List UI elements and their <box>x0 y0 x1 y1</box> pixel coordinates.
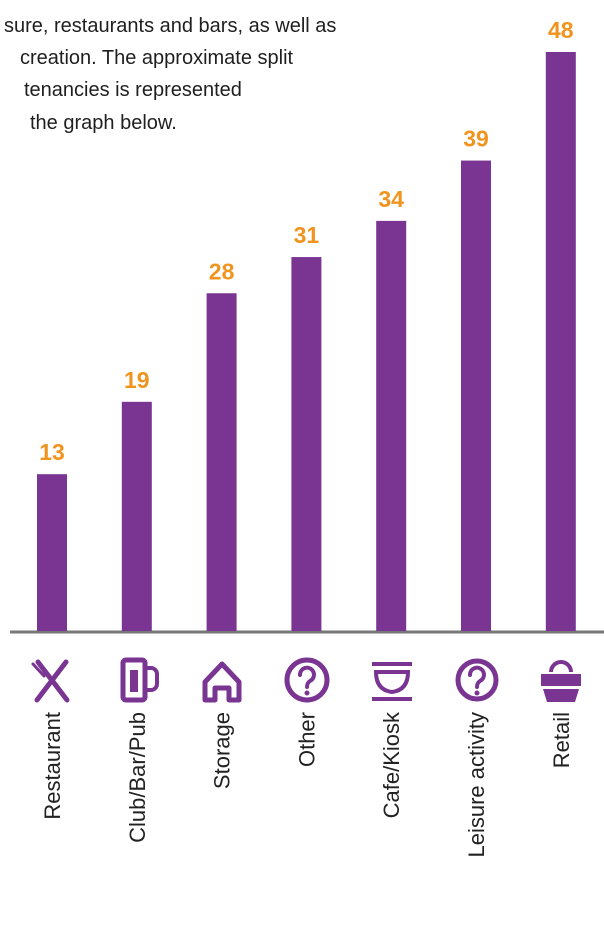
value-label: 34 <box>378 186 404 212</box>
icon-other <box>284 657 330 703</box>
icon-club <box>120 657 159 703</box>
category-label: Other <box>294 712 319 767</box>
value-label: 31 <box>294 222 320 248</box>
category-label: Cafe/Kiosk <box>379 711 404 818</box>
icon-storage <box>202 661 242 703</box>
value-label: 13 <box>39 439 65 465</box>
category-label: Restaurant <box>40 712 65 820</box>
category-label: Club/Bar/Pub <box>125 712 150 843</box>
category-label: Retail <box>549 712 574 768</box>
value-label: 19 <box>124 367 150 393</box>
icon-cafe <box>372 662 412 701</box>
icon-restaurant <box>31 659 70 703</box>
bar <box>121 401 152 631</box>
bar <box>291 257 322 631</box>
category-label: Storage <box>210 712 235 789</box>
value-label: 48 <box>548 17 574 43</box>
value-label: 39 <box>463 126 489 152</box>
bar <box>461 160 491 631</box>
bar <box>545 52 576 631</box>
bar <box>37 474 67 631</box>
intro-text: sure, restaurants and bars, as well as c… <box>4 15 336 134</box>
bar <box>206 293 237 631</box>
icons <box>31 657 581 703</box>
intro-line: sure, restaurants and bars, as well as <box>4 15 336 37</box>
category-label: Leisure activity <box>464 712 489 858</box>
bar <box>376 220 407 631</box>
intro-line: the graph below. <box>30 112 177 134</box>
intro-line: creation. The approximate split <box>20 47 294 69</box>
icon-retail <box>541 660 581 702</box>
value-label: 28 <box>209 258 235 284</box>
intro-line: tenancies is represented <box>24 79 242 101</box>
icon-leisure <box>455 658 499 702</box>
